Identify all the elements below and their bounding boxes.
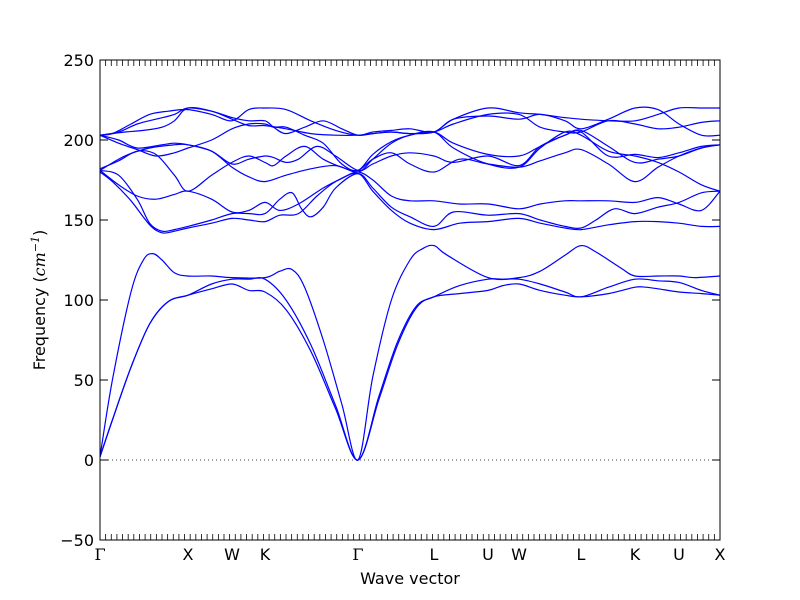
- y-tick-label: 250: [63, 51, 94, 70]
- y-axis-label-unit: cm: [30, 252, 49, 276]
- x-tick-label: X: [715, 545, 726, 564]
- x-tick-label: L: [430, 545, 439, 564]
- x-tick-label: U: [673, 545, 685, 564]
- x-tick-label: Γ: [352, 545, 363, 564]
- phonon-branch-4: [100, 171, 720, 234]
- phonon-branch-5: [100, 169, 720, 233]
- phonon-branch-11: [100, 106, 720, 137]
- x-tick-label: K: [630, 545, 641, 564]
- y-axis-label-prefix: Frequency (: [30, 276, 49, 370]
- x-tick-label: K: [260, 545, 271, 564]
- x-axis-label: Wave vector: [360, 569, 460, 588]
- y-axis-label-exponent: −1: [29, 236, 42, 252]
- phonon-branch-3: [100, 244, 720, 461]
- x-tick-label: W: [511, 545, 527, 564]
- series-group: [100, 106, 720, 461]
- phonon-branch-7: [100, 144, 720, 192]
- y-axis-label: Frequency (cm−1): [29, 230, 49, 371]
- x-tick-label: W: [224, 545, 240, 564]
- x-tick-label: Γ: [94, 545, 105, 564]
- tick-group: [99, 59, 721, 541]
- x-tick-label: X: [182, 545, 193, 564]
- y-tick-label: −50: [60, 531, 94, 550]
- y-tick-label: 200: [63, 131, 94, 150]
- y-tick-label: 50: [74, 371, 94, 390]
- y-tick-labels: −50 0 50 100 150 200 250: [60, 51, 94, 550]
- phonon-branch-10: [100, 122, 720, 172]
- y-tick-label: 100: [63, 291, 94, 310]
- y-tick-label: 0: [84, 451, 94, 470]
- phonon-branch-13: [100, 107, 720, 136]
- y-tick-label: 150: [63, 211, 94, 230]
- y-axis-label-suffix: ): [30, 230, 49, 236]
- phonon-branch-2: [100, 277, 720, 461]
- phonon-branch-9: [100, 129, 720, 172]
- x-tick-label: L: [577, 545, 586, 564]
- x-tick-label: U: [482, 545, 494, 564]
